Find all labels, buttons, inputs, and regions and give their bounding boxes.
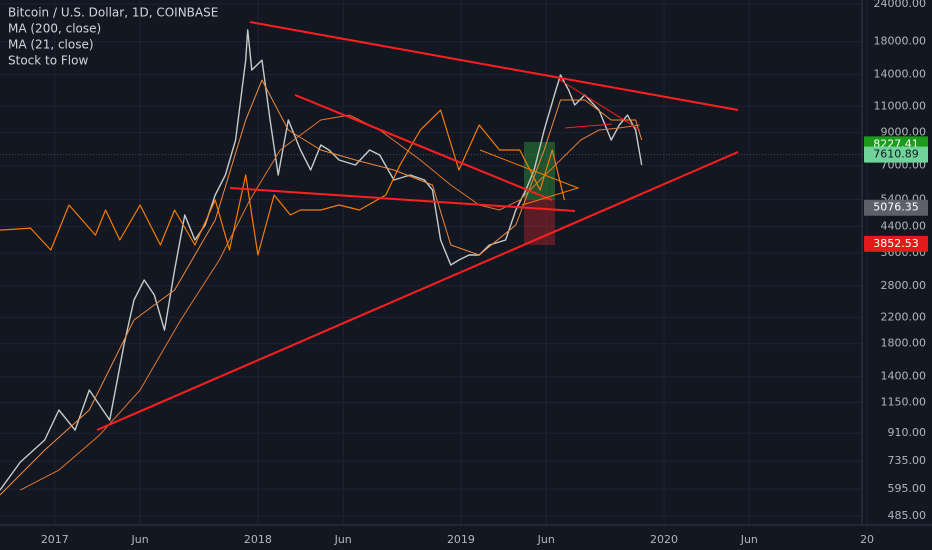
y-tick-label: 485.00 — [888, 509, 927, 522]
trend-line — [564, 123, 613, 129]
legend-entry: MA (21, close) — [8, 38, 94, 52]
x-tick-label: 2020 — [650, 533, 678, 546]
series-line — [0, 109, 566, 256]
legend-entry: Bitcoin / U.S. Dollar, 1D, COINBASE — [8, 6, 218, 20]
price-label: 7610.89 — [873, 148, 919, 161]
series-line — [0, 29, 643, 491]
drawings — [96, 21, 739, 431]
y-tick-label: 14000.00 — [874, 68, 927, 81]
x-tick-label: Jun — [537, 533, 555, 546]
x-tick-label: 2018 — [244, 533, 272, 546]
pattern-drawing — [479, 149, 580, 206]
trend-line — [229, 187, 576, 212]
series-line — [20, 114, 640, 491]
y-tick-label: 910.00 — [888, 426, 927, 439]
y-tick-label: 18000.00 — [874, 35, 927, 48]
y-tick-label: 4400.00 — [881, 220, 927, 233]
trend-line — [294, 94, 553, 201]
y-tick-label: 2800.00 — [881, 279, 927, 292]
x-tick-label: 20 — [860, 533, 874, 546]
legend-entry: MA (200, close) — [8, 22, 101, 36]
price-label-box — [864, 199, 928, 216]
series-line — [0, 79, 643, 496]
y-tick-label: 2200.00 — [881, 310, 927, 323]
y-tick-label: 595.00 — [888, 482, 927, 495]
y-tick-label: 9000.00 — [881, 126, 927, 139]
trend-line — [559, 79, 641, 131]
x-tick-label: Jun — [334, 533, 352, 546]
x-tick-label: 2017 — [41, 533, 69, 546]
x-tick-label: Jun — [740, 533, 758, 546]
y-tick-label: 1400.00 — [881, 370, 927, 383]
trend-line — [249, 21, 739, 111]
y-tick-label: 11000.00 — [874, 99, 927, 112]
plot — [0, 29, 643, 496]
y-tick-label: 1800.00 — [881, 337, 927, 350]
legend-entry: Stock to Flow — [8, 54, 88, 68]
y-tick-label: 735.00 — [888, 454, 927, 467]
y-tick-label: 1150.00 — [881, 396, 927, 409]
legend: Bitcoin / U.S. Dollar, 1D, COINBASE MA (2… — [8, 6, 218, 68]
y-tick-label: 24000.00 — [874, 0, 927, 10]
axes: 24000.00 18000.00 14000.00 11000.00 9000.00 7… — [41, 0, 928, 546]
price-label-box — [864, 146, 928, 163]
x-tick-label: 2019 — [447, 533, 475, 546]
x-tick-label: Jun — [131, 533, 149, 546]
price-label-box — [864, 235, 928, 252]
trend-line — [96, 151, 739, 431]
price-label: 5076.35 — [873, 201, 919, 214]
price-label: 3852.53 — [873, 237, 919, 250]
